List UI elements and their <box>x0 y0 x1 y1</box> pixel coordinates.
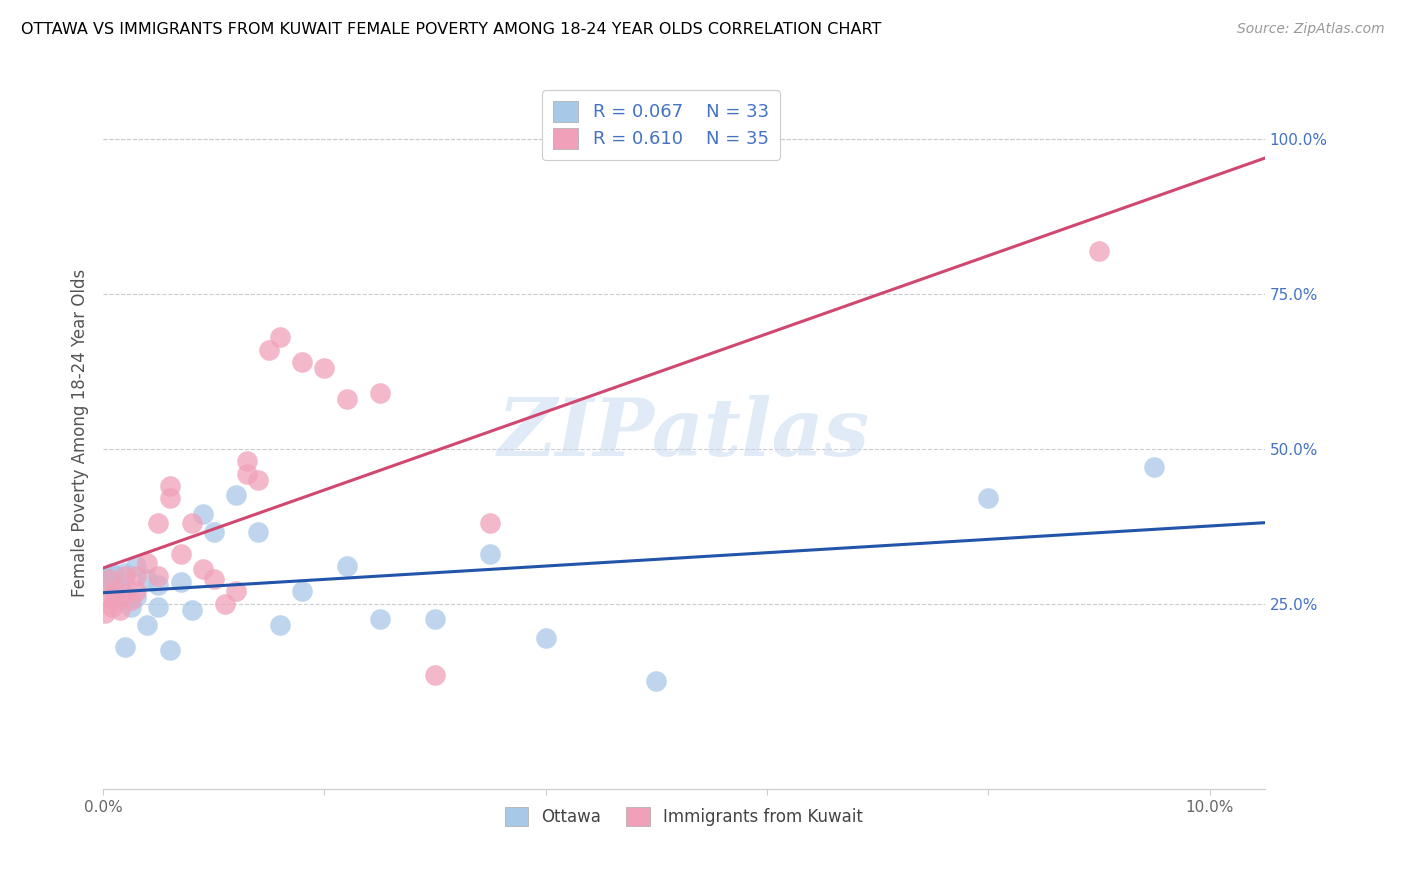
Point <box>335 392 357 407</box>
Point <box>247 525 270 540</box>
Point <box>191 507 214 521</box>
Point <box>159 643 181 657</box>
Text: Source: ZipAtlas.com: Source: ZipAtlas.com <box>1237 22 1385 37</box>
Point <box>120 593 142 607</box>
Point <box>314 361 336 376</box>
Point <box>103 593 125 607</box>
Point <box>202 572 225 586</box>
Point <box>534 631 557 645</box>
Point <box>291 584 314 599</box>
Point <box>148 599 170 614</box>
Point <box>114 640 136 654</box>
Point <box>94 568 117 582</box>
Point <box>136 572 159 586</box>
Point <box>125 591 148 605</box>
Point <box>479 547 502 561</box>
Point <box>225 584 247 599</box>
Point <box>94 606 117 620</box>
Point <box>136 618 159 632</box>
Text: OTTAWA VS IMMIGRANTS FROM KUWAIT FEMALE POVERTY AMONG 18-24 YEAR OLDS CORRELATIO: OTTAWA VS IMMIGRANTS FROM KUWAIT FEMALE … <box>21 22 882 37</box>
Point <box>423 667 446 681</box>
Point <box>247 473 270 487</box>
Point <box>236 454 259 468</box>
Point <box>368 612 391 626</box>
Point <box>96 572 118 586</box>
Point <box>101 599 124 614</box>
Point <box>101 566 124 580</box>
Point <box>120 599 142 614</box>
Point <box>1143 460 1166 475</box>
Point <box>257 343 280 357</box>
Point <box>335 559 357 574</box>
Point <box>169 574 191 589</box>
Point <box>977 491 1000 506</box>
Point <box>148 578 170 592</box>
Point <box>98 574 121 589</box>
Point <box>103 568 125 582</box>
Point <box>180 516 202 530</box>
Point <box>645 673 668 688</box>
Point <box>136 557 159 571</box>
Point <box>202 525 225 540</box>
Point <box>96 591 118 605</box>
Point <box>169 547 191 561</box>
Point <box>103 584 125 599</box>
Point <box>479 516 502 530</box>
Point <box>236 467 259 481</box>
Point <box>114 566 136 580</box>
Point <box>269 618 291 632</box>
Point <box>159 479 181 493</box>
Point <box>125 584 148 599</box>
Point <box>125 559 148 574</box>
Point <box>180 603 202 617</box>
Point <box>214 597 236 611</box>
Point <box>148 516 170 530</box>
Point <box>423 612 446 626</box>
Point <box>98 572 121 586</box>
Point <box>108 581 131 595</box>
Point <box>269 330 291 344</box>
Point <box>114 587 136 601</box>
Text: ZIPatlas: ZIPatlas <box>498 394 870 472</box>
Legend: Ottawa, Immigrants from Kuwait: Ottawa, Immigrants from Kuwait <box>496 798 872 834</box>
Point <box>103 578 125 592</box>
Point <box>368 386 391 401</box>
Point <box>291 355 314 369</box>
Point <box>114 568 136 582</box>
Point <box>125 568 148 582</box>
Point <box>108 603 131 617</box>
Point <box>191 562 214 576</box>
Point <box>225 488 247 502</box>
Point <box>1088 244 1111 258</box>
Y-axis label: Female Poverty Among 18-24 Year Olds: Female Poverty Among 18-24 Year Olds <box>72 269 89 598</box>
Point <box>159 491 181 506</box>
Point <box>148 568 170 582</box>
